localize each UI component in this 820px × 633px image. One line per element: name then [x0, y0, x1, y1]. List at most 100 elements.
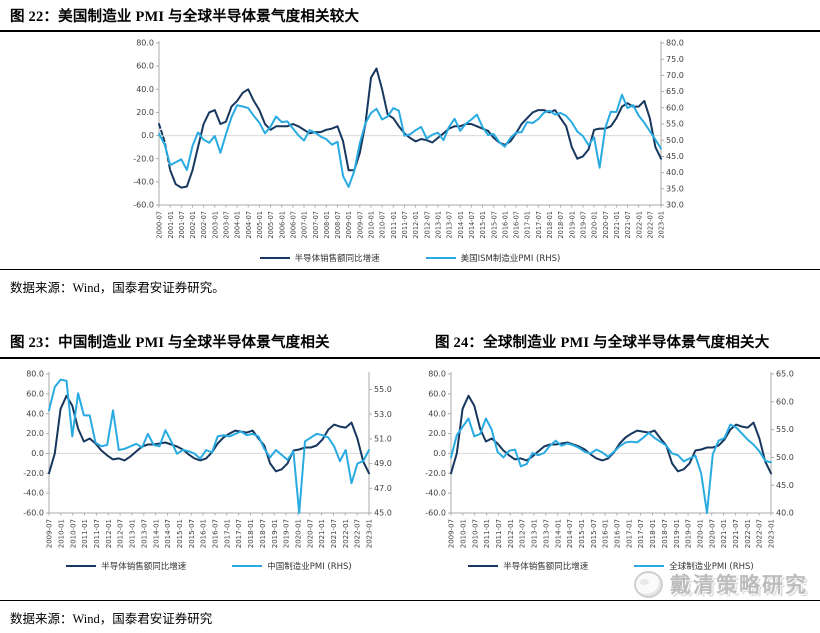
- svg-text:0.0: 0.0: [141, 131, 154, 140]
- title-22-underline: [0, 30, 820, 32]
- svg-text:55.0: 55.0: [776, 425, 794, 434]
- svg-text:2018-01: 2018-01: [546, 211, 554, 239]
- series-line-0: [450, 394, 772, 475]
- chart-us-pmi: 80.0 60.0 40.0 20.0 0.0 -20.0 -40.0 -60.0 80.0 75…: [133, 39, 684, 239]
- svg-text:2004-07: 2004-07: [245, 211, 253, 239]
- svg-text:2006-01: 2006-01: [278, 211, 286, 239]
- svg-text:2005-01: 2005-01: [256, 211, 264, 239]
- svg-text:2018-07: 2018-07: [259, 519, 267, 548]
- svg-text:2020-01: 2020-01: [591, 211, 599, 239]
- svg-text:2013-07: 2013-07: [140, 519, 148, 548]
- svg-text:2009-07: 2009-07: [356, 211, 364, 239]
- figure-23-title: 图 23：中国制造业 PMI 与全球半导体景气度相关: [10, 335, 330, 351]
- svg-text:65.0: 65.0: [776, 370, 794, 379]
- svg-text:2019-01: 2019-01: [673, 519, 681, 548]
- chart-us-pmi-legend: 半导体销售额同比增速 美国ISM制造业PMI (RHS): [123, 252, 697, 264]
- svg-text:-40.0: -40.0: [23, 489, 44, 498]
- svg-text:-40.0: -40.0: [425, 489, 446, 498]
- svg-text:2022-07: 2022-07: [354, 519, 362, 548]
- svg-text:20.0: 20.0: [26, 429, 44, 438]
- svg-text:2011-07: 2011-07: [401, 211, 409, 239]
- svg-text:2011-01: 2011-01: [483, 519, 491, 548]
- svg-text:60.0: 60.0: [136, 62, 154, 71]
- svg-text:2000-07: 2000-07: [156, 211, 164, 239]
- legend-line-swatch: [66, 565, 97, 567]
- legend-line-swatch: [468, 565, 499, 567]
- svg-text:2013-07: 2013-07: [446, 211, 454, 239]
- svg-text:2009-01: 2009-01: [345, 211, 353, 239]
- svg-text:2016-07: 2016-07: [614, 519, 622, 548]
- svg-text:2001-01: 2001-01: [167, 211, 175, 239]
- legend-item-0: 半导体销售额同比增速: [259, 252, 380, 264]
- svg-text:60.0: 60.0: [776, 397, 794, 406]
- svg-text:80.0: 80.0: [428, 370, 446, 379]
- chart-china-pmi-legend: 半导体销售额同比增速 中国制造业PMI (RHS): [13, 560, 405, 572]
- svg-text:2019-07: 2019-07: [580, 211, 588, 239]
- figure-24-title: 图 24：全球制造业 PMI 与全球半导体景气度相关大: [435, 335, 770, 351]
- svg-text:2009-07: 2009-07: [448, 519, 456, 548]
- svg-text:2015-01: 2015-01: [479, 211, 487, 239]
- svg-text:60.0: 60.0: [26, 389, 44, 398]
- svg-text:2022-07: 2022-07: [646, 211, 654, 239]
- svg-text:2017-01: 2017-01: [524, 211, 532, 239]
- svg-text:2010-07: 2010-07: [69, 519, 77, 548]
- svg-text:-60.0: -60.0: [23, 509, 44, 518]
- chart-global-pmi-block: 80.0 60.0 40.0 20.0 0.0 -20.0 -40.0 -60.0 65.0 60…: [415, 367, 807, 572]
- svg-text:2023-01: 2023-01: [658, 211, 666, 239]
- series-line-1: [158, 93, 662, 188]
- legend-line-swatch: [634, 565, 665, 567]
- svg-text:55.0: 55.0: [374, 385, 392, 394]
- svg-text:2003-01: 2003-01: [211, 211, 219, 239]
- series-line-1: [450, 417, 772, 514]
- svg-text:2014-01: 2014-01: [554, 519, 562, 548]
- svg-text:45.0: 45.0: [374, 509, 392, 518]
- svg-text:2014-07: 2014-07: [164, 519, 172, 548]
- svg-text:2015-01: 2015-01: [176, 519, 184, 548]
- svg-text:-60.0: -60.0: [425, 509, 446, 518]
- chart-china-pmi-block: 80.0 60.0 40.0 20.0 0.0 -20.0 -40.0 -60.0 55.0 53…: [13, 367, 405, 572]
- chart-global-pmi: 80.0 60.0 40.0 20.0 0.0 -20.0 -40.0 -60.0 65.0 60…: [425, 370, 794, 549]
- svg-text:2021-01: 2021-01: [613, 211, 621, 239]
- legend-item-1: 全球制造业PMI (RHS): [634, 560, 754, 572]
- report-page: 图 22：美国制造业 PMI 与全球半导体景气度相关较大 80.0 60.0 40.…: [0, 9, 820, 626]
- svg-text:0.0: 0.0: [433, 449, 446, 458]
- svg-text:47.0: 47.0: [374, 484, 392, 493]
- svg-text:2023-01: 2023-01: [366, 519, 374, 548]
- svg-text:80.0: 80.0: [136, 39, 154, 48]
- svg-text:2012-07: 2012-07: [519, 519, 527, 548]
- svg-text:2009-07: 2009-07: [46, 519, 54, 548]
- svg-text:2016-01: 2016-01: [501, 211, 509, 239]
- svg-text:2012-01: 2012-01: [105, 519, 113, 548]
- svg-text:2018-01: 2018-01: [649, 519, 657, 548]
- svg-text:2017-07: 2017-07: [235, 519, 243, 548]
- svg-text:2019-07: 2019-07: [685, 519, 693, 548]
- svg-text:2006-07: 2006-07: [289, 211, 297, 239]
- legend-line-swatch: [259, 257, 290, 259]
- svg-text:2010-01: 2010-01: [57, 519, 65, 548]
- watermark-text: 戴清策略研究: [670, 573, 808, 597]
- svg-text:30.0: 30.0: [666, 201, 684, 210]
- svg-text:2018-01: 2018-01: [247, 519, 255, 548]
- svg-text:2015-07: 2015-07: [490, 211, 498, 239]
- svg-text:2022-01: 2022-01: [744, 519, 752, 548]
- divider-bottom: [0, 600, 820, 601]
- svg-text:2022-01: 2022-01: [342, 519, 350, 548]
- data-source-bottom: 数据来源：Wind，国泰君安证券研究: [10, 612, 213, 626]
- svg-text:2016-07: 2016-07: [212, 519, 220, 548]
- svg-text:2014-07: 2014-07: [468, 211, 476, 239]
- svg-text:2015-07: 2015-07: [590, 519, 598, 548]
- svg-text:2011-01: 2011-01: [390, 211, 398, 239]
- legend-item-1: 中国制造业PMI (RHS): [232, 560, 352, 572]
- svg-text:-40.0: -40.0: [133, 177, 154, 186]
- legend-label: 半导体销售额同比增速: [503, 562, 589, 572]
- series-line-1: [48, 378, 370, 514]
- svg-text:2013-07: 2013-07: [542, 519, 550, 548]
- chart-china-pmi: 80.0 60.0 40.0 20.0 0.0 -20.0 -40.0 -60.0 55.0 53…: [23, 370, 392, 549]
- svg-text:2017-01: 2017-01: [223, 519, 231, 548]
- svg-text:2002-01: 2002-01: [189, 211, 197, 239]
- svg-text:80.0: 80.0: [26, 370, 44, 379]
- svg-text:2016-07: 2016-07: [513, 211, 521, 239]
- svg-text:2020-07: 2020-07: [602, 211, 610, 239]
- svg-text:75.0: 75.0: [666, 55, 684, 64]
- svg-text:53.0: 53.0: [374, 410, 392, 419]
